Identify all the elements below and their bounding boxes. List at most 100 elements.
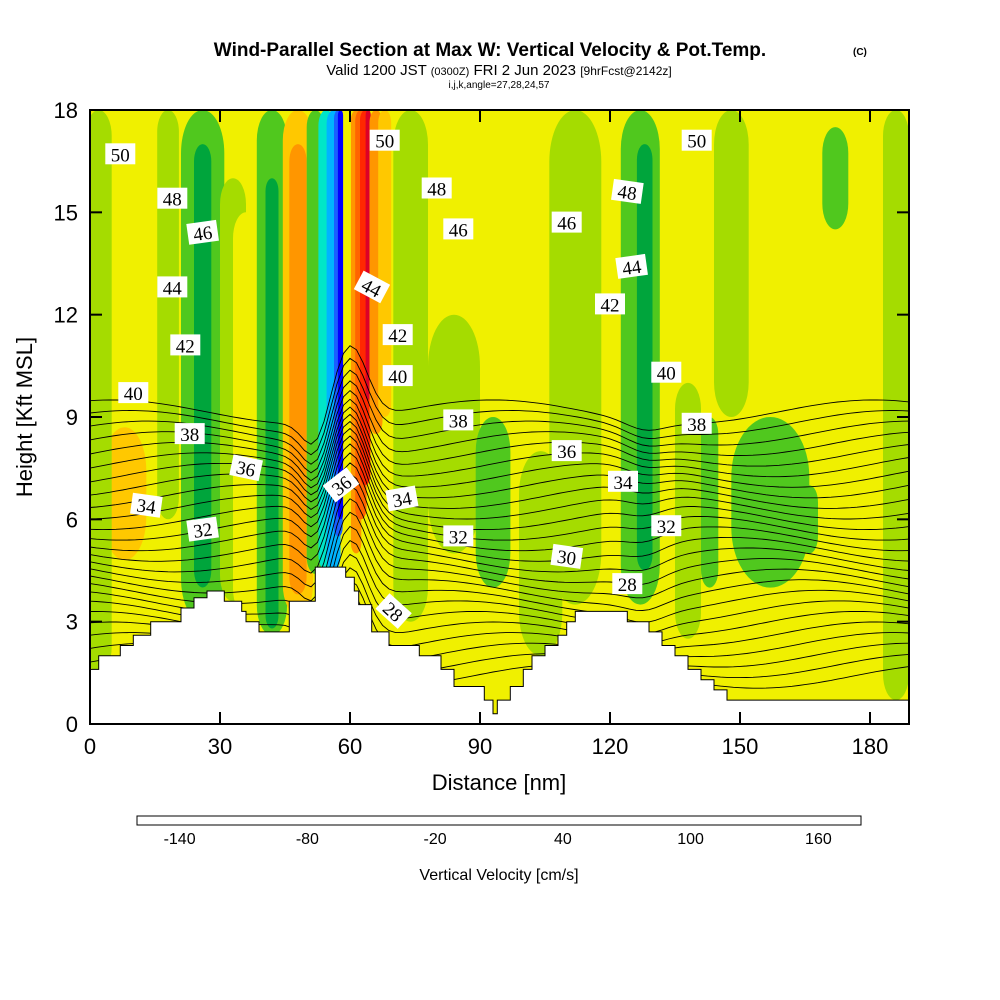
contour-label: 36 xyxy=(551,440,582,463)
isentrope-line xyxy=(90,369,909,465)
x-tick-label: 90 xyxy=(468,734,492,759)
colorbar-title: Vertical Velocity [cm/s] xyxy=(419,867,578,884)
contour-label-text: 46 xyxy=(192,223,214,246)
contour-label-text: 42 xyxy=(601,295,620,316)
contour-label-text: 38 xyxy=(449,411,468,432)
contour-label: 38 xyxy=(443,409,474,432)
velocity-region xyxy=(103,427,147,561)
y-tick-label: 6 xyxy=(66,507,78,532)
contour-label-text: 44 xyxy=(163,278,183,299)
contour-label: 40 xyxy=(651,361,682,385)
isentrope-line xyxy=(90,473,909,574)
velocity-region xyxy=(90,110,112,673)
contour-label-text: 34 xyxy=(135,495,157,519)
y-tick-label: 15 xyxy=(54,200,78,225)
contour-label-box xyxy=(105,143,136,165)
contour-label-box xyxy=(157,187,188,209)
contour-label-box xyxy=(322,467,360,503)
velocity-region xyxy=(233,212,259,615)
contour-label-box xyxy=(681,129,712,151)
isentrope-line xyxy=(90,406,909,496)
isentrope-line xyxy=(90,413,909,503)
contour-label: 30 xyxy=(550,543,584,570)
y-tick-label: 9 xyxy=(66,405,78,430)
contour-label-text: 50 xyxy=(687,132,706,153)
contour-label-box xyxy=(443,218,474,240)
colorbar-frame xyxy=(136,815,862,826)
contour-label-box xyxy=(186,219,219,245)
isentrope-line xyxy=(90,462,909,562)
isentrope-line xyxy=(90,389,909,482)
contour-label-text: 38 xyxy=(180,425,199,446)
isentrope-line xyxy=(90,380,909,474)
contour-label-text: 30 xyxy=(556,547,578,570)
isentrope-line xyxy=(90,398,909,489)
contour-label: 42 xyxy=(595,293,625,316)
colorbar-tick-label: 100 xyxy=(677,831,704,848)
contour-label-text: 32 xyxy=(657,517,676,538)
contour-label-box xyxy=(157,276,188,298)
contour-label-box xyxy=(382,365,413,387)
contour-label: 34 xyxy=(130,492,163,519)
contour-label-box xyxy=(369,129,400,151)
contour-label-text: 46 xyxy=(557,214,576,235)
colorbar-tick-label: -140 xyxy=(164,831,196,848)
x-axis-title: Distance [nm] xyxy=(432,770,567,795)
subtitle-date: FRI 2 Jun 2023 xyxy=(473,62,576,79)
contour-label: 44 xyxy=(157,276,188,299)
contour-label-text: 40 xyxy=(388,367,407,388)
x-tick-label: 30 xyxy=(208,734,232,759)
velocity-region xyxy=(475,417,511,588)
contour-label-box xyxy=(385,485,419,512)
contour-label: 42 xyxy=(170,334,201,357)
contour-label: 46 xyxy=(186,219,219,246)
contour-label-box xyxy=(651,361,682,383)
contour-label-text: 36 xyxy=(557,442,576,463)
contour-label-box xyxy=(421,177,452,199)
velocity-region xyxy=(636,144,653,571)
isentrope-line xyxy=(90,443,909,541)
contour-label: 32 xyxy=(186,516,219,543)
contour-label: 38 xyxy=(174,423,205,446)
velocity-region xyxy=(701,417,719,588)
contour-label: 46 xyxy=(551,211,582,235)
contour-label-box xyxy=(229,454,263,482)
x-tick-label: 180 xyxy=(852,734,889,759)
contour-label: 48 xyxy=(611,178,644,205)
contour-label-box xyxy=(118,382,149,404)
contour-label-box xyxy=(611,178,644,204)
velocity-region xyxy=(549,110,602,605)
x-tick-label: 0 xyxy=(84,734,96,759)
velocity-region xyxy=(714,110,749,417)
contour-label: 36 xyxy=(229,454,263,482)
contour-label: 32 xyxy=(651,515,682,538)
contour-label: 34 xyxy=(608,470,638,494)
isentrope-line xyxy=(90,452,909,552)
velocity-region xyxy=(800,485,818,554)
contour-label-text: 42 xyxy=(176,336,195,357)
contour-label: 34 xyxy=(385,485,419,512)
terrain xyxy=(90,566,909,724)
contour-label-text: 34 xyxy=(391,488,414,512)
contour-label: 38 xyxy=(681,412,712,436)
contour-label-box xyxy=(375,593,412,629)
contour-label: 44 xyxy=(615,253,648,281)
contour-label: 40 xyxy=(382,365,413,388)
contour-label: 42 xyxy=(382,324,413,347)
contour-label-box xyxy=(353,270,391,304)
contour-label-box xyxy=(551,211,582,233)
isentrope-line xyxy=(90,427,909,520)
contour-label: 28 xyxy=(612,573,643,596)
contour-label-text: 48 xyxy=(616,182,638,205)
contour-label-text: 28 xyxy=(618,575,637,596)
contour-label-box xyxy=(651,515,682,537)
contour-label-box xyxy=(186,516,219,542)
contour-label: 50 xyxy=(105,143,136,166)
contour-label-text: 44 xyxy=(621,257,643,281)
velocity-region xyxy=(265,178,279,629)
subtitle-utc: (0300Z) xyxy=(431,66,470,78)
contour-label-text: 50 xyxy=(111,145,130,166)
x-tick-label: 60 xyxy=(338,734,362,759)
contour-label-text: 40 xyxy=(124,384,143,405)
